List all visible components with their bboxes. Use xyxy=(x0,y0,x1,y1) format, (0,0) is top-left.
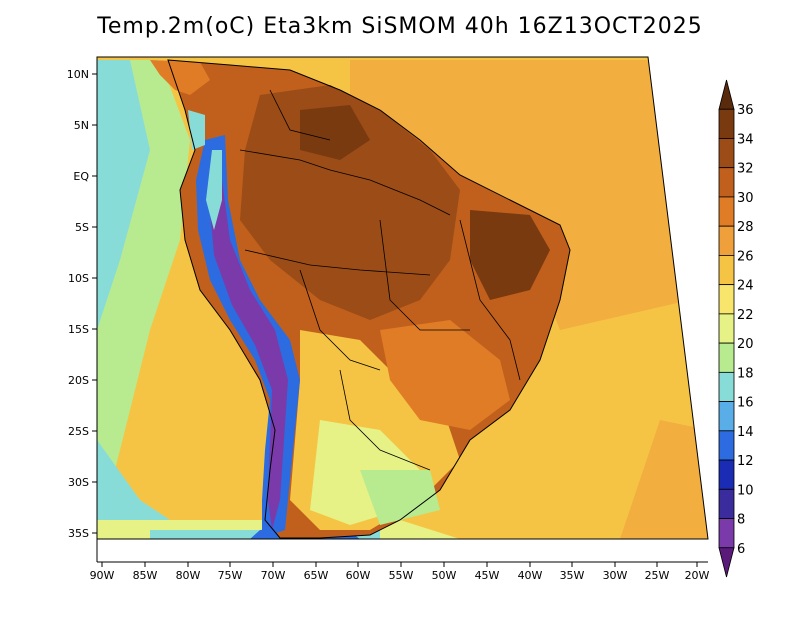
lon-label-20w: 20W xyxy=(685,569,710,582)
colorbar-label: 36 xyxy=(737,103,754,118)
colorbar-swatch xyxy=(718,196,735,227)
lon-label-40w: 40W xyxy=(518,569,543,582)
colorbar-label: 30 xyxy=(737,191,754,206)
colorbar-label: 18 xyxy=(737,366,754,381)
colorbar-swatch xyxy=(718,255,735,286)
lon-label-70w: 70W xyxy=(261,569,286,582)
colorbar-swatch xyxy=(718,371,735,402)
colorbar-swatch xyxy=(718,430,735,461)
lat-label-10s: 10S xyxy=(68,272,89,285)
lat-label-5s: 5S xyxy=(75,221,89,234)
lat-label-20s: 20S xyxy=(68,374,89,387)
lon-label-80w: 80W xyxy=(176,569,201,582)
colorbar-label: 12 xyxy=(737,454,754,469)
map-field xyxy=(97,57,708,539)
colorbar-label: 10 xyxy=(737,483,754,498)
colorbar-label: 20 xyxy=(737,337,754,352)
lon-label-60w: 60W xyxy=(346,569,371,582)
colorbar-swatch xyxy=(718,313,735,344)
lat-label-30s: 30S xyxy=(68,476,89,489)
colorbar-swatch xyxy=(718,167,735,198)
colorbar-label: 32 xyxy=(737,162,754,177)
lon-label-85w: 85W xyxy=(133,569,158,582)
colorbar-swatch xyxy=(718,108,735,139)
lon-label-50w: 50W xyxy=(432,569,457,582)
temperature-colorbar: 36 34 32 30 28 26 24 22 20 18 16 14 12 10 8 6 xyxy=(718,79,754,578)
colorbar-label: 14 xyxy=(737,425,754,440)
colorbar-swatch xyxy=(718,547,735,578)
colorbar-swatch xyxy=(718,284,735,315)
longitude-axis: 90W 85W 80W 75W 70W 65W 60W 55W 50W 45W … xyxy=(90,562,710,582)
colorbar-swatch xyxy=(718,138,735,169)
colorbar-swatch xyxy=(718,225,735,256)
colorbar-swatch xyxy=(718,79,735,110)
colorbar-swatch xyxy=(718,518,735,549)
lon-label-90w: 90W xyxy=(90,569,115,582)
lon-label-55w: 55W xyxy=(389,569,414,582)
lon-label-45w: 45W xyxy=(475,569,500,582)
lon-label-30w: 30W xyxy=(603,569,628,582)
colorbar-swatch xyxy=(718,401,735,432)
map-title: Temp.2m(oC) Eta3km SiSMOM 40h 16Z13OCT20… xyxy=(97,14,703,39)
colorbar-label: 6 xyxy=(737,542,745,557)
lon-label-75w: 75W xyxy=(218,569,243,582)
colorbar-swatch xyxy=(718,342,735,373)
colorbar-label: 28 xyxy=(737,220,754,235)
lat-label-eq: EQ xyxy=(73,170,89,183)
colorbar-label: 8 xyxy=(737,513,745,528)
colorbar-swatch xyxy=(718,488,735,519)
colorbar-label: 22 xyxy=(737,308,754,323)
lat-label-15s: 15S xyxy=(68,323,89,336)
lon-label-35w: 35W xyxy=(560,569,585,582)
lat-label-10n: 10N xyxy=(67,68,89,81)
lat-label-25s: 25S xyxy=(68,425,89,438)
lon-label-65w: 65W xyxy=(304,569,329,582)
colorbar-swatch xyxy=(718,459,735,490)
colorbar-label: 26 xyxy=(737,249,754,264)
colorbar-label: 34 xyxy=(737,132,754,147)
lon-label-25w: 25W xyxy=(645,569,670,582)
colorbar-label: 16 xyxy=(737,396,754,411)
lat-label-5n: 5N xyxy=(74,119,89,132)
lat-label-35s: 35S xyxy=(68,527,89,540)
latitude-axis: 10N 5N EQ 5S 10S 15S 20S 25S 30S 35S xyxy=(67,68,97,540)
colorbar-label: 24 xyxy=(737,279,754,294)
